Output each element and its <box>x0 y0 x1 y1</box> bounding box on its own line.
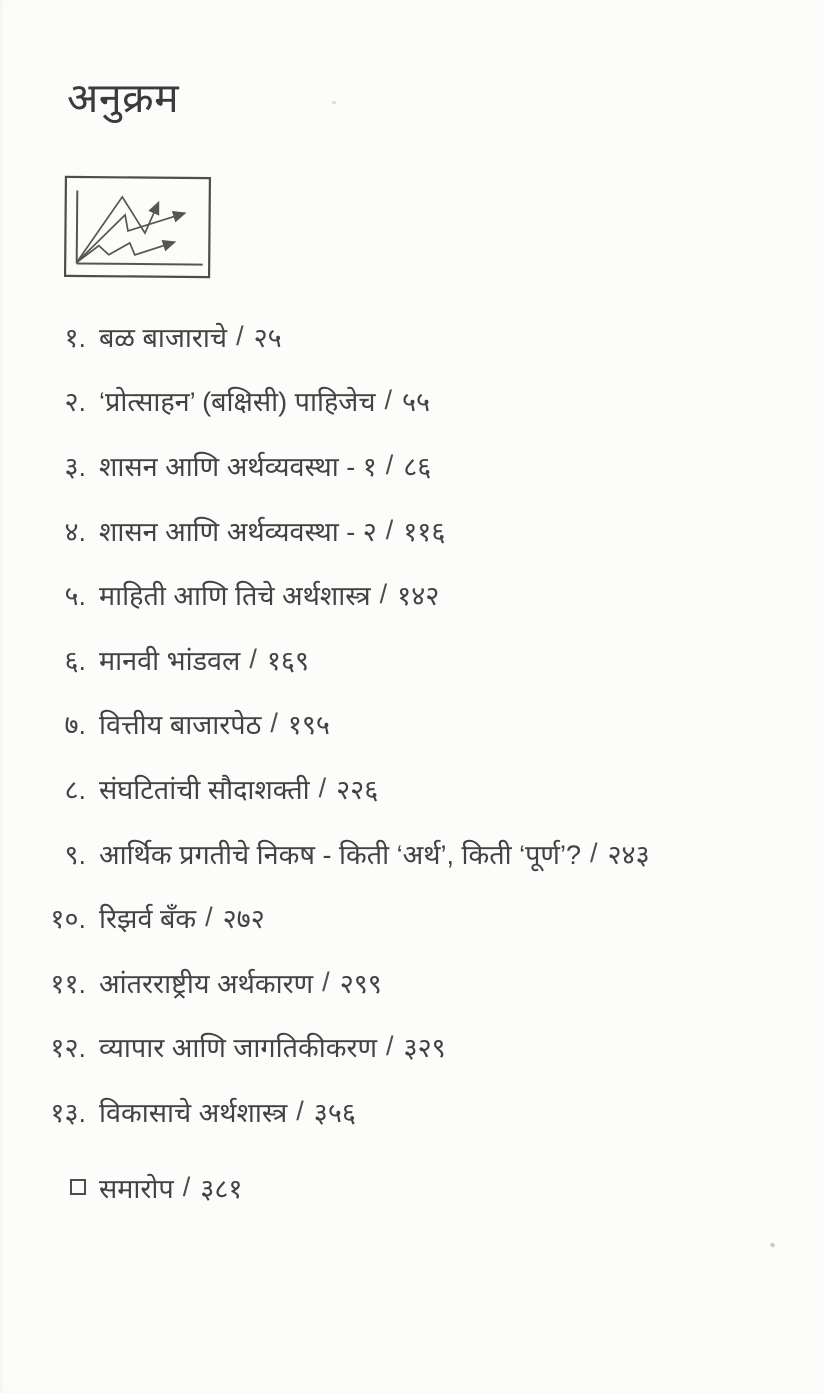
toc-entry-3: ३. शासन आणि अर्थव्यवस्था - १ / ८६ <box>46 433 786 498</box>
chapter-number: ७. <box>64 710 86 741</box>
page-number: २५ <box>253 322 282 353</box>
chapter-number: २. <box>64 387 86 418</box>
chapter-number: ११. <box>50 968 86 999</box>
separator: / <box>205 902 213 933</box>
separator: / <box>296 1095 304 1126</box>
chapter-title: ‘प्रोत्साहन’ (बक्षिसी) पाहिजेच <box>99 387 376 418</box>
separator: / <box>386 1031 394 1062</box>
chapter-number: १०. <box>50 904 86 935</box>
separator: / <box>589 837 598 868</box>
chapter-number: १३. <box>50 1097 86 1128</box>
table-of-contents: १. बळ बाजाराचे / २५ २. ‘प्रोत्साहन’ (बक्… <box>46 304 786 1219</box>
toc-entry-13: १३. विकासाचे अर्थशास्त्र / ३५६ <box>46 1079 786 1144</box>
page-number: १६९ <box>266 645 310 676</box>
separator: / <box>236 320 244 351</box>
chapter-title: रिझर्व बँक <box>99 904 197 935</box>
separator: / <box>270 708 278 739</box>
chapter-title: संघटितांची सौदाशक्ती <box>99 774 310 805</box>
chapter-title: बळ बाजाराचे <box>99 322 228 353</box>
separator: / <box>182 1171 191 1202</box>
chapter-title: शासन आणि अर्थव्यवस्था - २ <box>99 516 377 547</box>
page-number: ३५६ <box>313 1097 356 1128</box>
chapter-title: समारोप <box>99 1173 174 1204</box>
page-number: १४२ <box>397 581 440 612</box>
toc-entry-9: ९. आर्थिक प्रगतीचे निकष - किती ‘अर्थ’, क… <box>46 821 786 886</box>
toc-entry-6: ६. मानवी भांडवल / १६९ <box>46 627 786 692</box>
toc-entry-1: १. बळ बाजाराचे / २५ <box>46 304 786 369</box>
chapter-number: १. <box>64 322 86 353</box>
toc-entry-5: ५. माहिती आणि तिचे अर्थशास्त्र / १४२ <box>46 562 786 627</box>
line-graph-icon <box>63 175 212 279</box>
chapter-number: ४. <box>64 516 86 547</box>
line-graph-illustration <box>63 175 212 279</box>
toc-entry-2: २. ‘प्रोत्साहन’ (बक्षिसी) पाहिजेच / ५५ <box>46 369 786 434</box>
chapter-title: वित्तीय बाजारपेठ <box>99 710 262 741</box>
chapter-title: माहिती आणि तिचे अर्थशास्त्र <box>99 581 371 612</box>
bullet-cell <box>46 1172 86 1203</box>
chapter-number: ५. <box>64 581 86 612</box>
scan-speck <box>332 101 336 104</box>
separator: / <box>379 579 388 610</box>
chapter-title: मानवी भांडवल <box>99 645 241 676</box>
separator: / <box>384 385 392 416</box>
separator: / <box>385 514 394 545</box>
chapter-title: आंतरराष्ट्रीय अर्थकारण <box>99 968 314 999</box>
page-number: २७२ <box>222 904 265 935</box>
toc-entry-11: ११. आंतरराष्ट्रीय अर्थकारण / २९९ <box>46 950 786 1015</box>
chapter-number: ३. <box>64 451 86 482</box>
page-number: ८६ <box>403 451 432 482</box>
toc-entry-8: ८. संघटितांची सौदाशक्ती / २२६ <box>46 756 786 821</box>
chapter-title: आर्थिक प्रगतीचे निकष - किती ‘अर्थ’, किती… <box>99 839 581 870</box>
chapter-number: ८. <box>64 774 86 805</box>
toc-entry-4: ४. शासन आणि अर्थव्यवस्था - २ / ११६ <box>46 498 786 563</box>
page-number: २९९ <box>339 968 382 999</box>
chapter-number: ६. <box>64 645 86 676</box>
page-number: २४३ <box>607 839 650 870</box>
square-bullet-icon <box>70 1178 86 1195</box>
chapter-number: १२. <box>50 1033 86 1064</box>
chapter-number: ९. <box>64 839 86 870</box>
chapter-title: शासन आणि अर्थव्यवस्था - १ <box>99 451 377 482</box>
page-number: ५५ <box>402 387 431 418</box>
page-number: ११६ <box>403 516 446 547</box>
page-number: ३२९ <box>403 1033 446 1064</box>
chapter-title: विकासाचे अर्थशास्त्र <box>99 1097 288 1128</box>
page-title: अनुक्रम <box>67 75 180 121</box>
separator: / <box>322 966 330 997</box>
scan-speck <box>769 1241 776 1249</box>
toc-entry-7: ७. वित्तीय बाजारपेठ / १९५ <box>46 692 786 757</box>
separator: / <box>385 449 394 480</box>
toc-entry-closing: समारोप / ३८१ <box>46 1155 786 1220</box>
separator: / <box>249 643 257 674</box>
page-number: १९५ <box>287 710 330 741</box>
separator: / <box>318 772 327 803</box>
toc-entry-12: १२. व्यापार आणि जागतिकीकरण / ३२९ <box>46 1015 786 1080</box>
page-number: ३८१ <box>200 1173 243 1204</box>
page-number: २२६ <box>336 774 379 805</box>
toc-entry-10: १०. रिझर्व बँक / २७२ <box>46 885 786 950</box>
chapter-title: व्यापार आणि जागतिकीकरण <box>99 1033 378 1064</box>
